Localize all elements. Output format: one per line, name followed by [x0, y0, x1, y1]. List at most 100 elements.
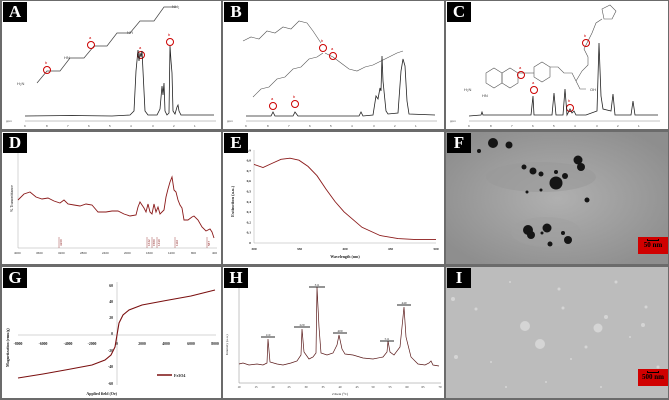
scale-bar-text: 500 nm: [642, 373, 664, 381]
svg-text:60: 60: [109, 284, 113, 288]
svg-text:HN: HN: [64, 55, 70, 60]
nmr-chart-c: H₂N HN OH a a b b ppm 9 8 7 6 5 4 3 2 1: [450, 4, 660, 128]
svg-text:H₂N: H₂N: [17, 81, 24, 86]
svg-text:-6000: -6000: [39, 342, 48, 346]
svg-text:0,6: 0,6: [247, 179, 252, 183]
svg-text:8: 8: [267, 124, 269, 128]
svg-text:500: 500: [433, 247, 439, 251]
svg-text:-4000: -4000: [64, 342, 73, 346]
svg-text:311: 311: [315, 283, 320, 287]
svg-text:4: 4: [130, 124, 132, 128]
y-axis-label: % Transmittance: [9, 185, 14, 212]
svg-text:3: 3: [152, 124, 154, 128]
svg-text:1: 1: [415, 124, 417, 128]
svg-text:300: 300: [251, 247, 257, 251]
panel-a-nmr: A H₂N HN NH NH₂ b a a b ppm 9 8 7 6 5 4 3 2 1: [0, 0, 223, 131]
svg-text:-40: -40: [108, 365, 113, 369]
panel-g-vsm: G Magnetization (emu/g) 60 40 20 0 -20 -…: [0, 266, 223, 400]
svg-text:20: 20: [272, 385, 276, 389]
panel-h-xrd: H Intensity (a.u.) 110 220 311 400 511 4…: [223, 266, 446, 400]
svg-text:4000: 4000: [162, 342, 170, 346]
svg-text:60: 60: [406, 385, 410, 389]
nmr-chart-b: b a a b ppm 9 8 7 6 5 4 3 2 1: [227, 20, 437, 128]
svg-text:8000: 8000: [211, 342, 219, 346]
svg-text:9: 9: [24, 124, 26, 128]
sem-micrograph: [446, 267, 668, 398]
svg-text:1600: 1600: [146, 251, 153, 255]
svg-text:5: 5: [553, 124, 555, 128]
svg-text:0,1: 0,1: [247, 231, 252, 235]
svg-text:800: 800: [191, 251, 196, 255]
svg-text:45: 45: [356, 385, 360, 389]
svg-text:40: 40: [109, 300, 113, 304]
svg-text:1200: 1200: [168, 251, 175, 255]
svg-text:587: 587: [207, 241, 211, 246]
panel-f-tem-image: F: [446, 131, 669, 266]
svg-text:440: 440: [402, 301, 407, 305]
panel-i-sem-image: I 500 nm: [446, 266, 669, 400]
axis-label: ppm: [6, 119, 12, 123]
svg-text:30: 30: [305, 385, 309, 389]
svg-text:450: 450: [388, 247, 394, 251]
svg-text:-60: -60: [108, 382, 113, 386]
svg-text:4: 4: [574, 124, 576, 128]
svg-text:220: 220: [300, 323, 305, 327]
svg-text:15: 15: [255, 385, 259, 389]
svg-text:NH₂: NH₂: [172, 4, 180, 9]
svg-text:6000: 6000: [187, 342, 195, 346]
svg-text:400: 400: [342, 247, 348, 251]
svg-text:1: 1: [638, 124, 640, 128]
scale-bar-text: 50 nm: [643, 241, 663, 249]
panel-label: F: [447, 133, 471, 153]
x-axis-label: Wavelength (nm): [330, 254, 360, 259]
svg-text:4000: 4000: [14, 251, 21, 255]
panel-label: B: [224, 2, 248, 22]
svg-text:0,9: 0,9: [247, 148, 252, 152]
svg-text:35: 35: [322, 385, 326, 389]
panel-label: H: [224, 268, 248, 288]
svg-text:1110: 1110: [175, 239, 179, 246]
panel-label: E: [224, 133, 248, 153]
panel-label: G: [3, 268, 27, 288]
svg-text:1430: 1430: [157, 239, 161, 246]
svg-text:6: 6: [309, 124, 311, 128]
svg-text:3600: 3600: [36, 251, 43, 255]
svg-text:7: 7: [511, 124, 513, 128]
svg-text:8: 8: [46, 124, 48, 128]
axis-label: ppm: [450, 119, 456, 123]
svg-text:2800: 2800: [80, 251, 87, 255]
svg-text:a: a: [89, 35, 92, 40]
tem-micrograph: [446, 132, 668, 264]
svg-text:b: b: [168, 32, 171, 37]
svg-text:a: a: [271, 96, 274, 101]
svg-text:55: 55: [389, 385, 393, 389]
vsm-chart: Magnetization (emu/g) 60 40 20 0 -20 -40…: [5, 282, 219, 396]
panel-label: A: [3, 2, 27, 22]
legend-label: Fe3O4: [174, 373, 185, 378]
axis-label: ppm: [227, 119, 233, 123]
scale-bar-line: [647, 371, 659, 373]
svg-text:50: 50: [372, 385, 376, 389]
panel-b-nmr: B b a a b ppm 9 8 7 6 5 4 3 2 1: [223, 0, 446, 131]
svg-text:1: 1: [194, 124, 196, 128]
svg-text:5: 5: [330, 124, 332, 128]
x-axis-label: Applied field (Oe): [86, 391, 117, 396]
y-axis-label: Intensity (a.u.): [225, 334, 229, 355]
svg-text:3: 3: [373, 124, 375, 128]
svg-text:10: 10: [238, 385, 242, 389]
svg-text:7: 7: [67, 124, 69, 128]
svg-text:1580: 1580: [152, 239, 156, 246]
svg-text:b: b: [45, 60, 48, 65]
scale-bar-line: [647, 239, 659, 241]
svg-text:2: 2: [173, 124, 175, 128]
panel-label: I: [447, 268, 471, 288]
svg-text:0,2: 0,2: [247, 220, 252, 224]
svg-text:OH: OH: [590, 87, 596, 92]
panel-e-uvvis: E Extinction (a.u.) 0 0,1 0,2 0,3 0,4 0,…: [223, 131, 446, 266]
scale-bar: 500 nm: [638, 369, 668, 386]
svg-text:-8000: -8000: [14, 342, 23, 346]
svg-text:2: 2: [617, 124, 619, 128]
svg-text:0,3: 0,3: [247, 210, 252, 214]
svg-text:400: 400: [338, 329, 343, 333]
